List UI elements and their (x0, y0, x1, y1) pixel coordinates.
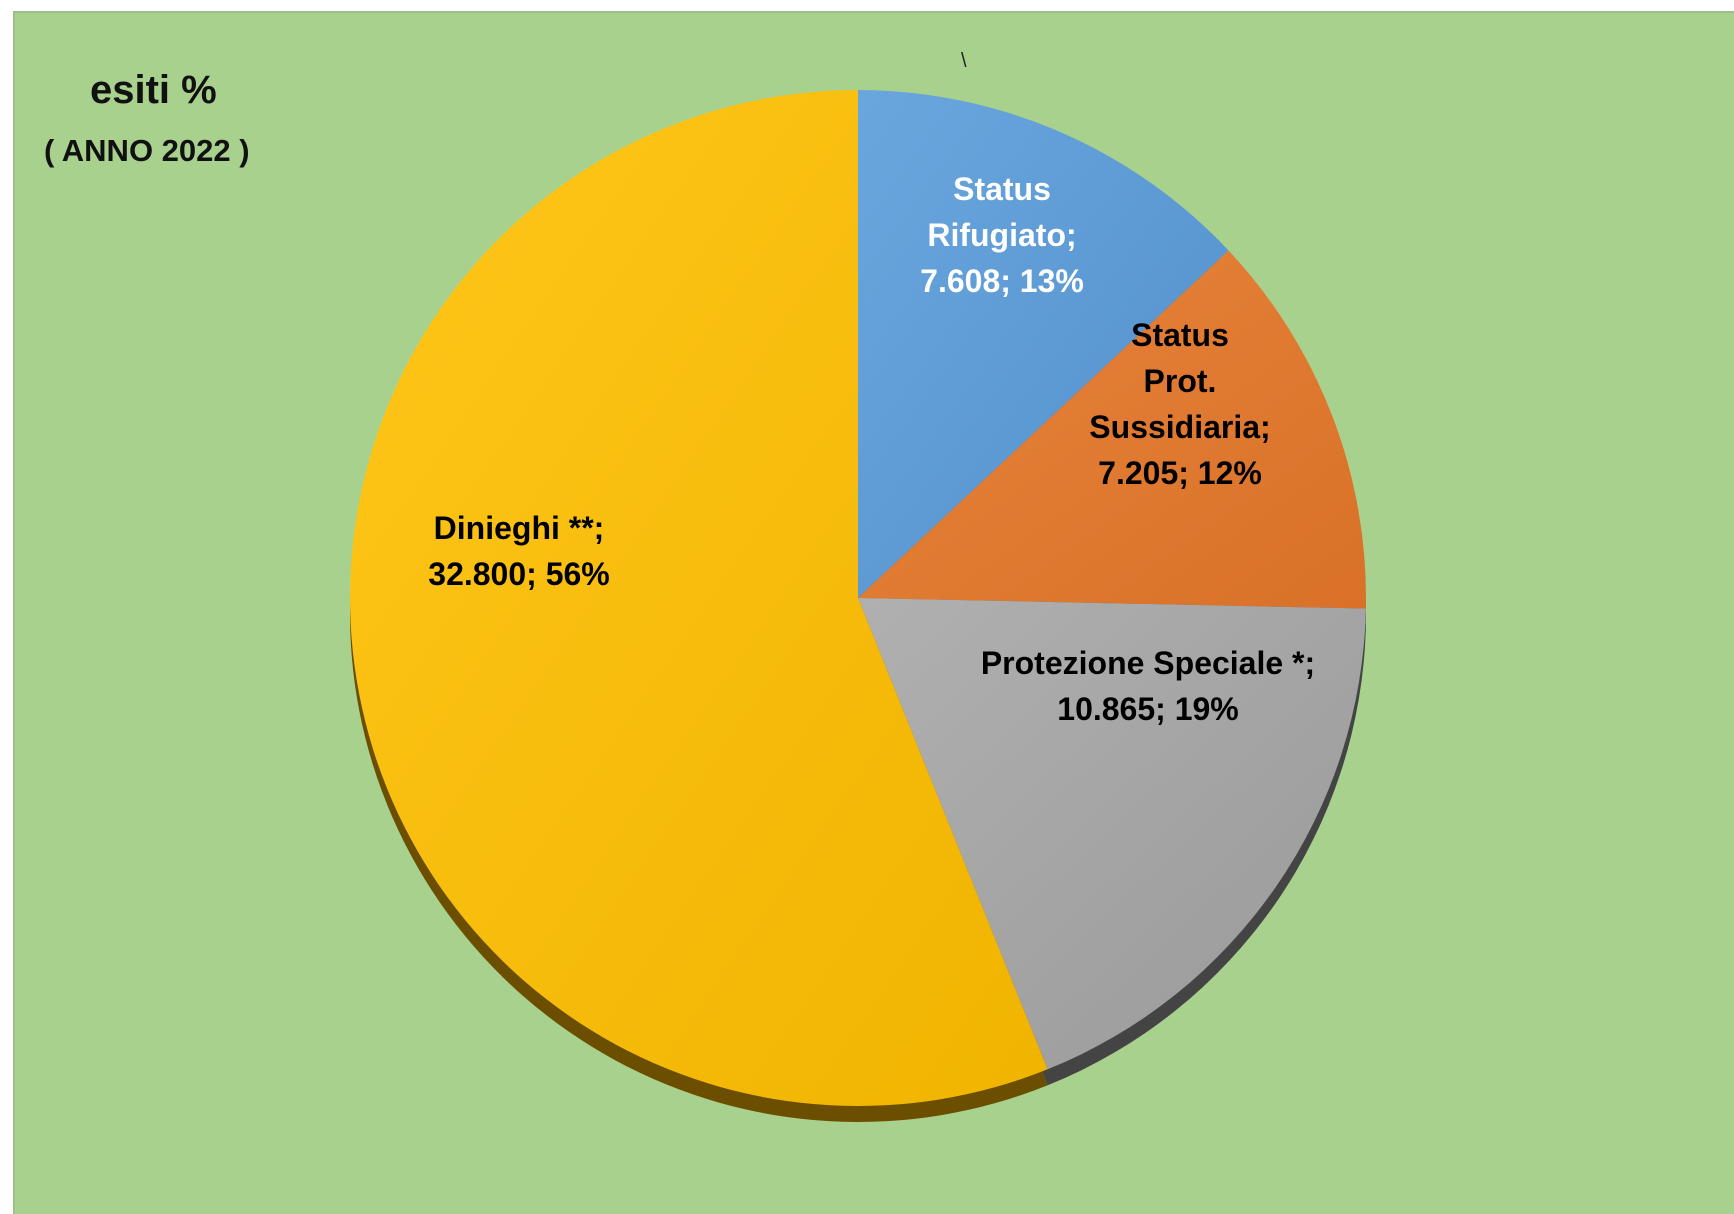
chart-title: esiti % (90, 68, 217, 112)
pie-slice-3 (858, 598, 1366, 1070)
pie-slice-2 (858, 250, 1367, 609)
slice-label-2: Status Prot. Sussidiaria; 7.205; 12% (1089, 317, 1270, 491)
stray-mark: \ (961, 50, 967, 72)
pie-slice-1 (858, 90, 1229, 598)
chart-subtitle: ( ANNO 2022 ) (44, 133, 250, 168)
slice-label-4: Dinieghi **; 32.800; 56% (428, 510, 609, 592)
slice-label-3: Protezione Speciale *; 10.865; 19% (981, 645, 1315, 727)
pie-slice-4 (349, 90, 1048, 1106)
slice-label-1: Status Rifugiato; 7.608; 13% (920, 171, 1084, 299)
